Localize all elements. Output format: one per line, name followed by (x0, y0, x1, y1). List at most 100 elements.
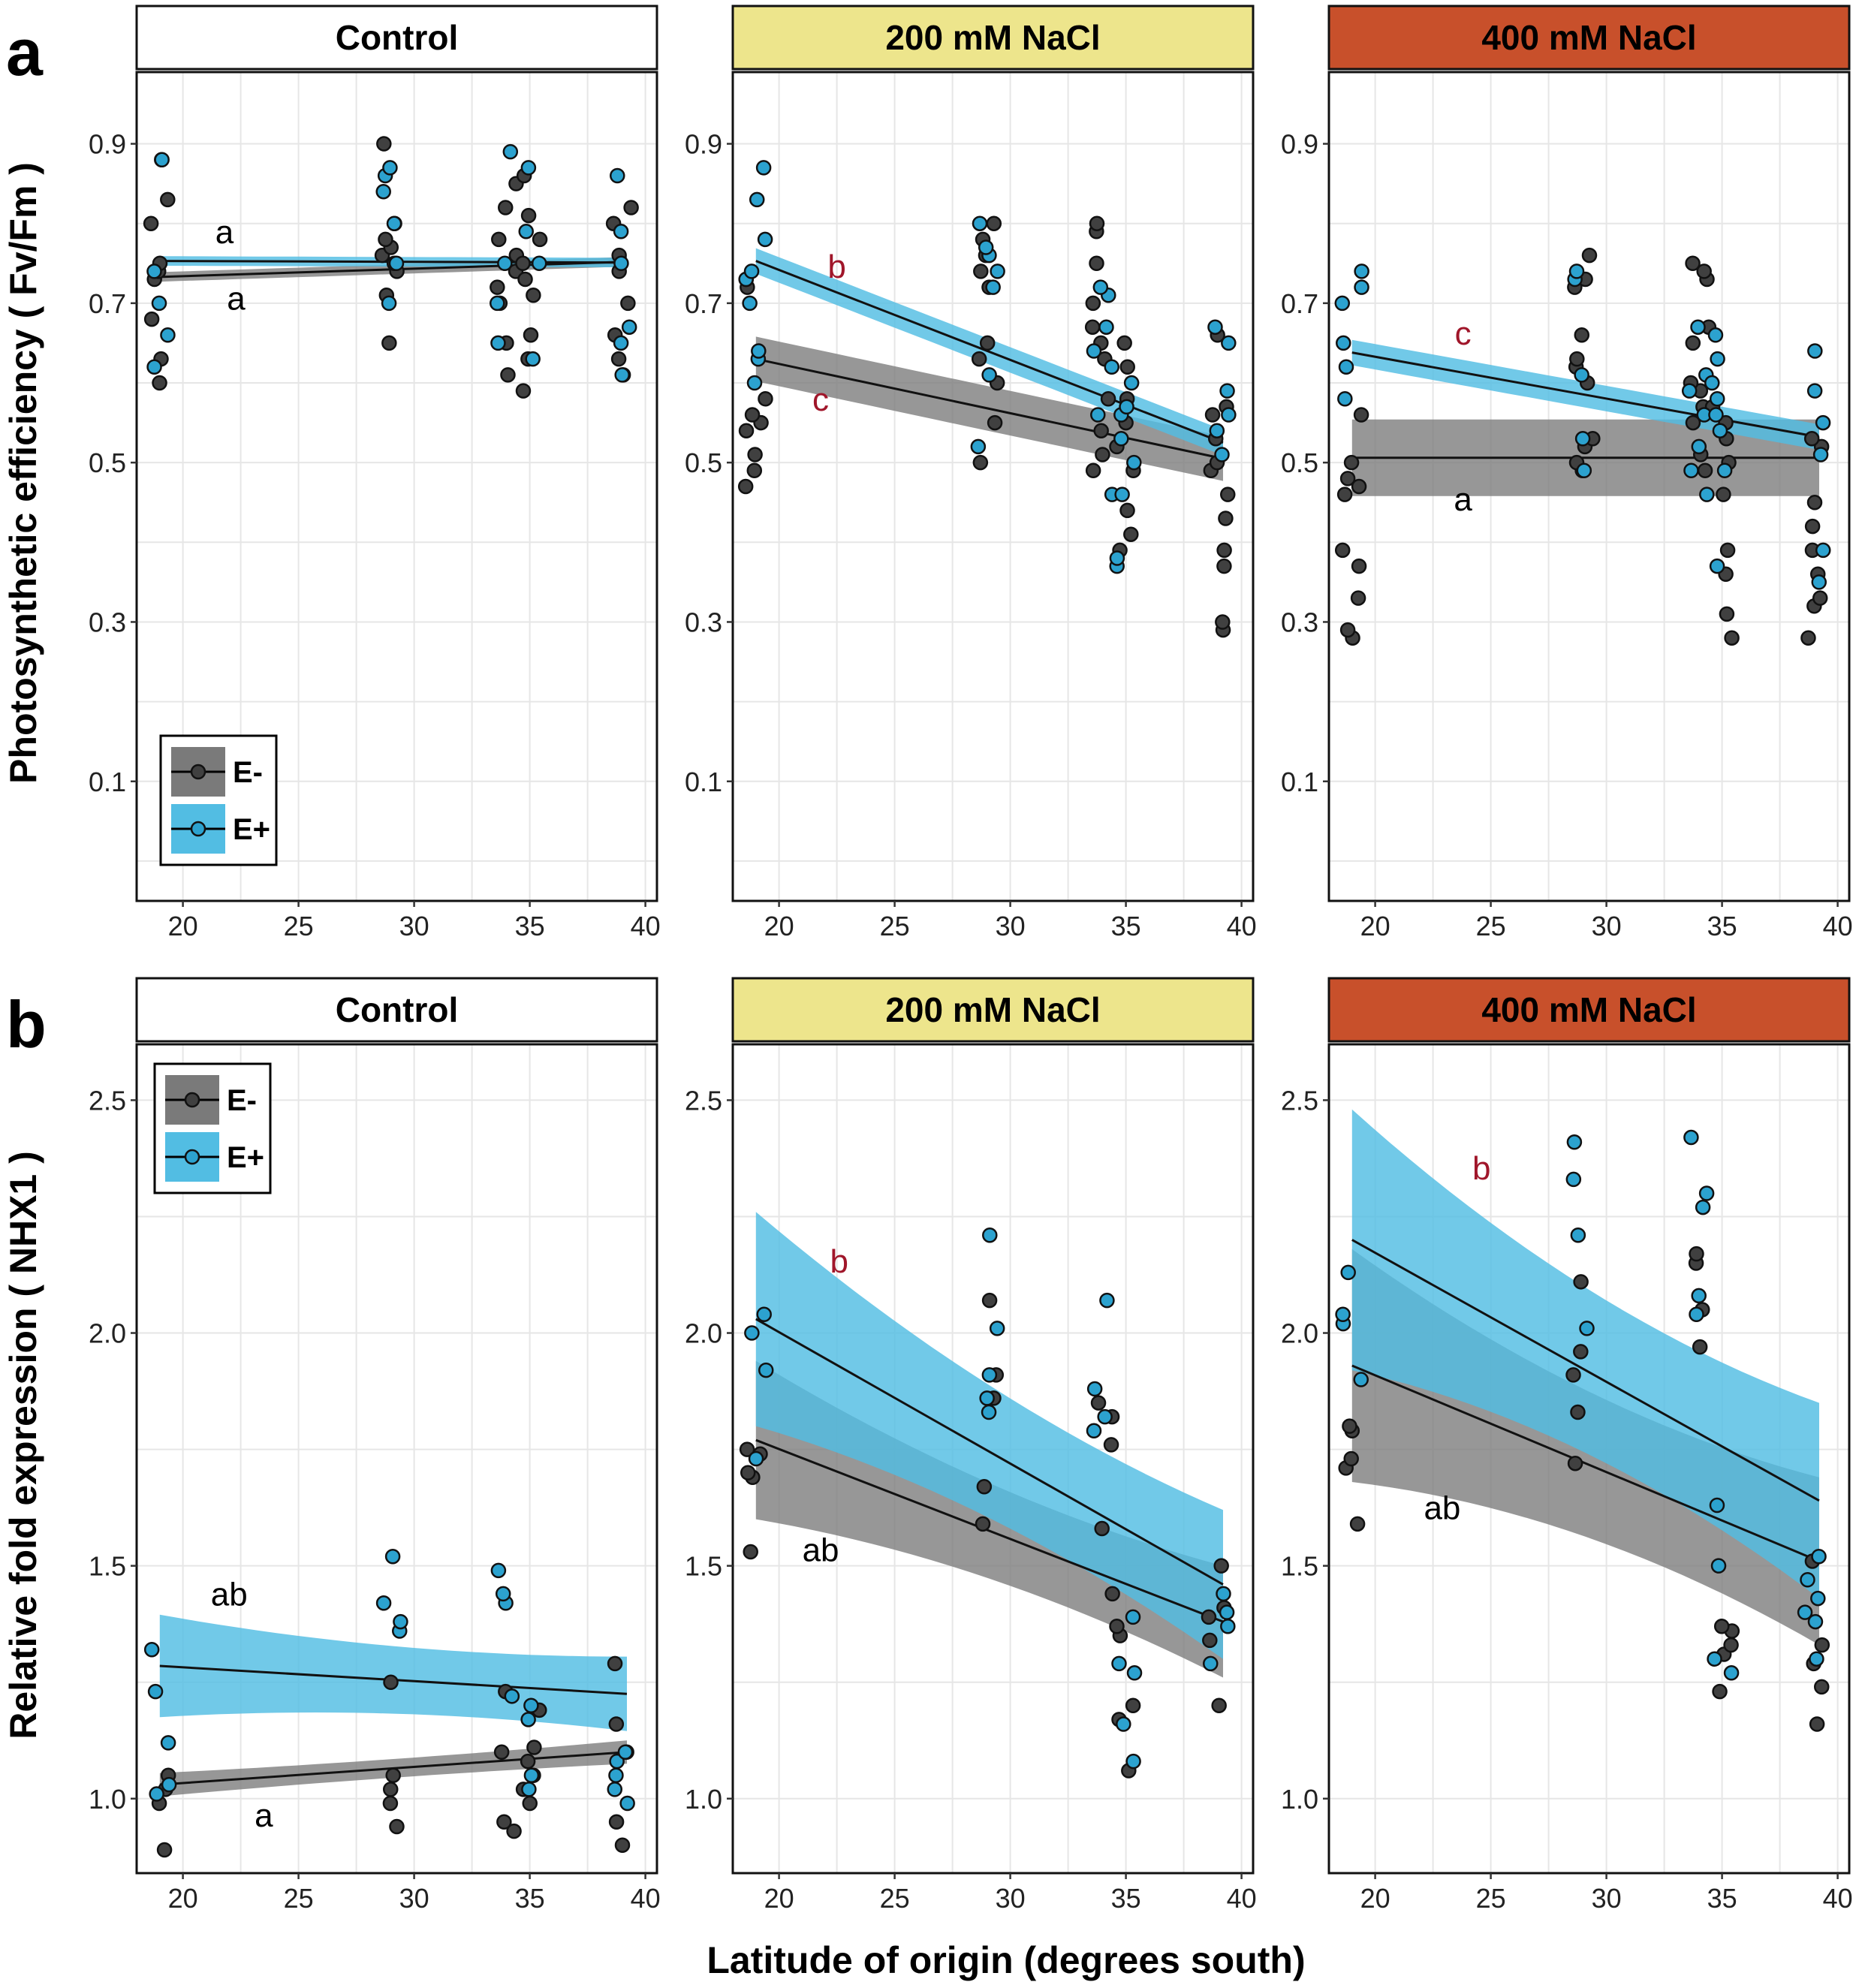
data-point-e-plus (979, 1390, 995, 1406)
data-point-e-minus (1581, 247, 1598, 264)
data-point-e-plus (146, 359, 162, 375)
y-tick-label: 0.1 (685, 767, 722, 797)
data-point-e-minus (739, 1441, 755, 1457)
data-point-e-minus (975, 1516, 991, 1532)
data-point-e-plus (981, 367, 997, 383)
legend-label-e-minus: E- (227, 1084, 257, 1117)
data-point-e-plus (755, 160, 772, 176)
data-point-e-plus (160, 327, 176, 343)
data-point-e-minus (1719, 606, 1735, 622)
data-point-e-minus (614, 1837, 631, 1854)
data-point-e-minus (1573, 1274, 1589, 1290)
data-point-e-plus (393, 1613, 408, 1630)
data-point-e-plus (1716, 462, 1733, 479)
data-point-e-minus (1689, 1246, 1704, 1262)
data-point-e-plus (490, 1562, 507, 1579)
data-point-e-minus (607, 1655, 623, 1672)
y-tick-label: 1.5 (685, 1551, 722, 1582)
y-tick-label: 0.9 (1281, 129, 1318, 160)
data-point-e-plus (1800, 1572, 1815, 1588)
data-point-e-plus (978, 239, 994, 255)
data-point-e-minus (1809, 1716, 1825, 1732)
data-point-e-plus (143, 1642, 160, 1658)
data-point-e-plus (1099, 1292, 1115, 1309)
data-point-e-minus (1343, 454, 1360, 471)
data-point-e-minus (1814, 1637, 1830, 1653)
data-point-e-plus (613, 335, 629, 351)
data-point-e-minus (1109, 1619, 1125, 1634)
data-point-e-minus (1685, 335, 1701, 351)
x-tick-label: 20 (764, 911, 794, 941)
data-point-e-plus (743, 264, 760, 279)
data-point-e-minus (1202, 1632, 1218, 1649)
data-point-e-minus (1215, 614, 1231, 630)
facet-strip (1327, 5, 1851, 71)
data-point-e-plus (1334, 295, 1351, 312)
data-point-e-minus (1334, 542, 1351, 559)
data-point-e-plus (1338, 359, 1354, 375)
data-point-e-minus (1343, 1450, 1359, 1467)
y-tick-label: 1.0 (1281, 1784, 1318, 1815)
data-point-e-plus (497, 255, 513, 272)
data-point-e-plus (613, 224, 629, 239)
x-tick-label: 35 (1111, 1883, 1141, 1914)
data-point-e-minus (156, 1842, 173, 1858)
data-point-e-minus (1716, 486, 1731, 502)
data-point-e-plus (1209, 423, 1225, 438)
data-point-e-minus (515, 383, 532, 399)
data-point-e-minus (1123, 526, 1139, 542)
data-point-e-plus (742, 295, 758, 312)
data-point-e-plus (1104, 359, 1120, 375)
data-point-e-plus (382, 160, 398, 176)
panel-border (1327, 71, 1851, 902)
data-point-e-plus (1337, 390, 1353, 407)
data-point-e-plus (1811, 574, 1827, 590)
data-point-e-plus (1340, 1264, 1356, 1281)
data-point-e-plus (490, 295, 505, 312)
data-point-e-plus (1123, 375, 1140, 391)
x-tick-label: 35 (515, 1883, 545, 1914)
fit-line-e-minus (755, 357, 1224, 460)
x-axis-title: Latitude of origin (degrees south) (707, 1939, 1305, 1981)
confidence-band-e-plus (755, 1212, 1223, 1659)
data-point-e-plus (749, 191, 765, 208)
x-tick-label: 35 (1111, 911, 1141, 941)
data-point-e-minus (1350, 590, 1366, 606)
data-point-e-plus (384, 1548, 401, 1565)
data-point-e-plus (1092, 279, 1109, 295)
data-point-e-minus (1218, 511, 1234, 526)
data-point-e-plus (1710, 351, 1725, 367)
fit-line-e-plus (1351, 1239, 1820, 1502)
fit-line-e-minus (1351, 1364, 1820, 1562)
x-tick-label: 20 (168, 911, 198, 941)
data-point-e-minus (520, 207, 537, 224)
y-tick-label: 0.5 (1281, 447, 1318, 478)
x-tick-label: 30 (996, 911, 1026, 941)
data-point-e-minus (143, 311, 160, 327)
y-tick-label: 0.3 (685, 607, 722, 637)
data-point-e-plus (1216, 1586, 1231, 1602)
x-tick-label: 30 (399, 911, 429, 941)
data-point-e-plus (1566, 1134, 1583, 1150)
panel-border (1327, 1043, 1851, 1875)
significance-letter: a (255, 1797, 273, 1834)
data-point-e-plus (386, 215, 402, 231)
x-tick-label: 40 (1227, 911, 1257, 941)
facet-strip (135, 5, 658, 71)
data-point-e-minus (500, 367, 516, 383)
data-point-e-minus (1211, 1697, 1227, 1713)
data-point-e-minus (1089, 215, 1105, 231)
data-point-e-plus (525, 351, 541, 367)
x-tick-label: 30 (1592, 1883, 1622, 1914)
data-point-e-minus (1339, 622, 1356, 638)
data-point-e-minus (1216, 558, 1232, 574)
y-axis-title-row-b: Relative fold expression ( NHX1 ) (2, 1151, 44, 1740)
data-point-e-plus (1114, 486, 1130, 502)
significance-letter: c (1455, 315, 1472, 352)
data-point-e-plus (1570, 1227, 1586, 1243)
data-point-e-plus (1574, 431, 1591, 447)
data-point-e-plus (1126, 1665, 1143, 1681)
data-point-e-plus (607, 1782, 623, 1797)
data-point-e-plus (375, 1595, 392, 1611)
data-point-e-plus (1704, 375, 1720, 391)
